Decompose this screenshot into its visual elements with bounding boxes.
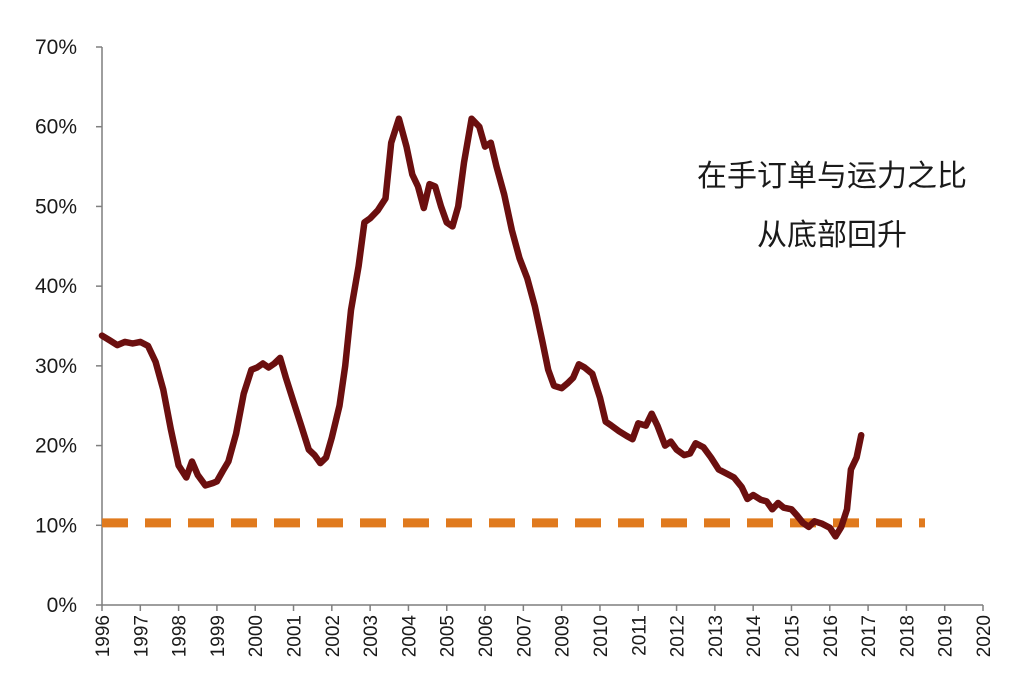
- x-tick-label: 1999: [208, 615, 229, 657]
- x-tick-label: 1996: [93, 615, 114, 657]
- axes: 0% 10% 20% 30% 40% 50% 60% 70% 1996 1997 1998 1999 2…: [35, 36, 995, 657]
- y-tick-label: 30%: [35, 355, 77, 378]
- series-line: [98, 115, 865, 540]
- series-layer: [98, 115, 865, 540]
- x-tick-label: 2006: [476, 615, 497, 657]
- x-tick-label: 2000: [246, 615, 267, 657]
- y-tick-label: 60%: [35, 116, 77, 139]
- y-tick-label: 20%: [35, 435, 77, 458]
- annotation: 在手订单与运力之比 从底部回升: [697, 160, 967, 252]
- x-tick-label: 2020: [974, 615, 995, 657]
- x-tick-label: 1998: [170, 615, 191, 657]
- x-tick-label: 2002: [323, 615, 344, 657]
- x-tick-label: 2015: [782, 615, 803, 657]
- y-tick-label: 0%: [47, 594, 77, 617]
- x-tick-label: 2019: [936, 615, 957, 657]
- x-tick-label: 2010: [591, 615, 612, 657]
- x-tick-label: 2013: [706, 615, 727, 657]
- x-tick-label: 2011: [629, 615, 650, 656]
- annotation-line-2: 从底部回升: [757, 219, 907, 252]
- x-tick-label: 2009: [553, 615, 574, 657]
- y-tick-label: 70%: [35, 36, 77, 59]
- x-tick-label: 2001: [285, 615, 306, 657]
- x-tick-label: 2005: [438, 615, 459, 657]
- annotation-line-1: 在手订单与运力之比: [697, 160, 967, 193]
- x-tick-label: 2016: [821, 615, 842, 657]
- y-tick-label: 10%: [35, 514, 77, 537]
- x-tick-label: 2017: [859, 615, 880, 657]
- x-tick-label: 2004: [399, 615, 420, 658]
- y-tick-label: 50%: [35, 195, 77, 218]
- x-tick-label: 1997: [131, 615, 152, 657]
- y-tick-label: 40%: [35, 275, 77, 298]
- x-tick-label: 2018: [897, 615, 918, 657]
- x-tick-label: 2003: [361, 615, 382, 657]
- x-tick-label: 2012: [668, 615, 689, 657]
- x-tick-label: 2007: [514, 615, 535, 657]
- x-tick-label: 2014: [744, 615, 765, 658]
